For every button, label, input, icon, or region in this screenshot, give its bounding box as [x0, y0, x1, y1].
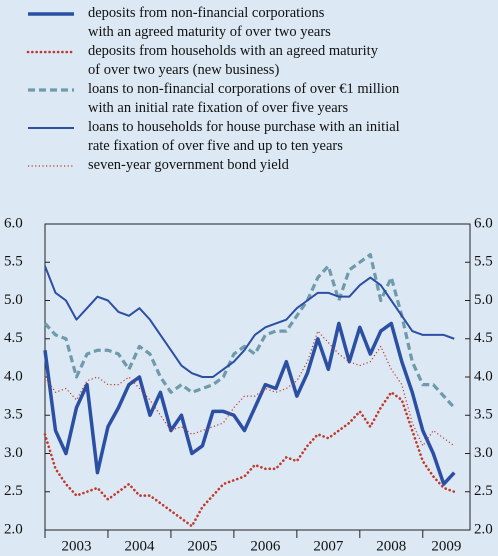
- y2-tick-label: 3.0: [474, 445, 493, 461]
- x-tick-label: 2008: [376, 538, 406, 554]
- legend-swatch: [26, 50, 76, 54]
- legend-swatch: [28, 88, 74, 92]
- x-tick-label: 2009: [431, 538, 461, 554]
- legend-label: loans to households for house purchase w…: [88, 119, 400, 154]
- series-line: [43, 321, 456, 486]
- legend-label: deposits from households with an agreed …: [88, 43, 378, 78]
- legend: deposits from non-financial corporations…: [0, 4, 498, 176]
- y2-tick-label: 5.0: [474, 292, 493, 308]
- series-line: [43, 253, 456, 409]
- x-tick-label: 2007: [313, 538, 344, 554]
- legend-label: loans to non-financial corporations of o…: [88, 81, 400, 116]
- y2-tick-label: 2.0: [474, 521, 493, 537]
- legend-entry: deposits from non-financial corporations…: [0, 4, 498, 42]
- legend-label: deposits from non-financial corporations…: [88, 5, 331, 40]
- series-line: [44, 265, 455, 378]
- y2-tick-label: 4.0: [474, 368, 493, 384]
- legend-entry: loans to non-financial corporations of o…: [0, 80, 498, 118]
- y-tick-label: 3.0: [4, 445, 23, 461]
- series-line: [43, 391, 456, 528]
- legend-swatch: [28, 12, 74, 16]
- y-tick-label: 4.5: [4, 330, 23, 346]
- legend-swatch: [28, 165, 74, 167]
- legend-swatch: [28, 127, 74, 129]
- x-tick-label: 2006: [250, 538, 281, 554]
- y2-tick-label: 4.5: [474, 330, 493, 346]
- x-tick-label: 2005: [187, 538, 217, 554]
- x-tick-label: 2003: [61, 538, 91, 554]
- x-tick-label: 2004: [124, 538, 155, 554]
- legend-entry: deposits from households with an agreed …: [0, 42, 498, 80]
- y-tick-label: 5.5: [4, 254, 23, 270]
- y-tick-label: 2.0: [4, 521, 23, 537]
- y2-tick-label: 2.5: [474, 483, 493, 499]
- y2-tick-label: 6.0: [474, 215, 493, 231]
- legend-entry: seven-year government bond yield: [0, 156, 498, 176]
- legend-label: seven-year government bond yield: [88, 157, 289, 173]
- y2-tick-label: 5.5: [474, 254, 493, 270]
- y-tick-label: 4.0: [4, 368, 23, 384]
- legend-entry: loans to households for house purchase w…: [0, 118, 498, 156]
- y-tick-label: 6.0: [4, 215, 23, 231]
- y2-tick-label: 3.5: [474, 407, 493, 423]
- y-tick-label: 2.5: [4, 483, 23, 499]
- y-tick-label: 3.5: [4, 407, 23, 423]
- y-tick-label: 5.0: [4, 292, 23, 308]
